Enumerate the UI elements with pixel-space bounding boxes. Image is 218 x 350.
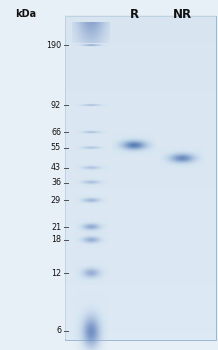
Text: 190: 190 (46, 41, 61, 50)
Text: 55: 55 (51, 143, 61, 152)
Text: 12: 12 (51, 269, 61, 278)
Text: 21: 21 (51, 223, 61, 232)
Text: 36: 36 (51, 178, 61, 187)
Bar (65, 16, 216, 340)
Text: R: R (129, 8, 139, 21)
Text: 18: 18 (51, 235, 61, 244)
Text: 43: 43 (51, 163, 61, 173)
Text: 6: 6 (56, 326, 61, 335)
Text: NR: NR (172, 8, 192, 21)
Text: kDa: kDa (16, 9, 37, 19)
Text: 92: 92 (51, 100, 61, 110)
Text: 29: 29 (51, 196, 61, 205)
Text: 66: 66 (51, 128, 61, 137)
